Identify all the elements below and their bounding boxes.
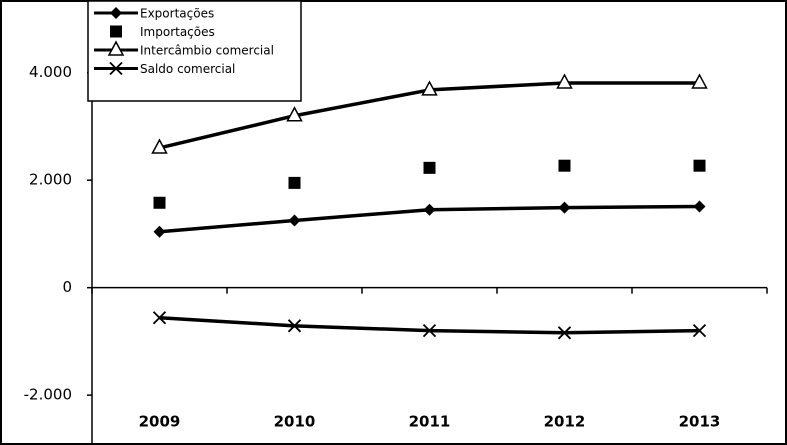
point	[558, 159, 571, 172]
legend-label: Saldo comercial	[140, 62, 235, 76]
point	[151, 138, 168, 154]
y-tick-label: -2.000	[24, 386, 72, 404]
x-tick-label: 2012	[544, 413, 586, 431]
point	[692, 324, 707, 338]
point	[287, 319, 302, 333]
point	[153, 225, 166, 238]
x-tick-label: 2013	[679, 413, 721, 431]
legend-marker	[110, 7, 122, 19]
legend-marker	[107, 40, 125, 56]
point	[153, 196, 166, 209]
y-tick-label: 0	[62, 278, 72, 296]
y-tick-label: 2.000	[29, 171, 72, 189]
legend-label: Importações	[140, 25, 215, 39]
x-tick-label: 2011	[409, 413, 451, 431]
point	[558, 201, 571, 214]
point	[422, 324, 437, 338]
y-tick-label: 4.000	[29, 63, 72, 81]
point	[556, 73, 573, 89]
x-tick-label: 2009	[139, 413, 181, 431]
x-tick-label: 2010	[274, 413, 316, 431]
legend-label: Intercâmbio comercial	[140, 44, 274, 58]
point	[423, 161, 436, 174]
point	[691, 73, 708, 89]
point	[557, 326, 572, 340]
point	[693, 159, 706, 172]
point	[152, 311, 167, 325]
point	[288, 176, 301, 189]
legend: Exportações Importações Intercâmbio comerc…	[87, 0, 302, 102]
point	[286, 106, 303, 122]
legend-label: Exportações	[140, 7, 214, 21]
legend-marker	[109, 61, 123, 76]
legend-marker	[110, 25, 122, 38]
point	[423, 203, 436, 216]
point	[421, 80, 438, 96]
point	[693, 200, 706, 213]
point	[288, 214, 301, 227]
